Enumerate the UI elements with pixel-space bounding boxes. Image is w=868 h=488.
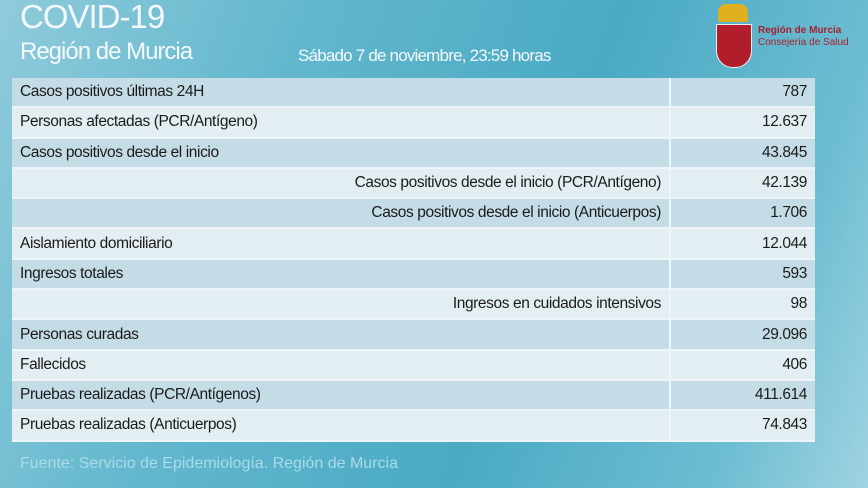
row-value: 12.637 <box>670 107 815 139</box>
table-row: Pruebas realizadas (Anticuerpos) 74.843 <box>12 410 815 442</box>
crown-icon <box>718 4 748 22</box>
table-row: Pruebas realizadas (PCR/Antígenos) 411.61… <box>12 379 815 412</box>
row-label: Fallecidos <box>12 349 671 381</box>
table-row: Aislamiento domiciliario 12.044 <box>12 228 815 260</box>
row-label: Casos positivos últimas 24H <box>12 78 671 109</box>
table-row: Casos positivos desde el inicio 43.845 <box>12 137 815 169</box>
row-value: 593 <box>670 258 815 291</box>
row-value: 406 <box>670 349 815 381</box>
table-row: Personas curadas 29.096 <box>12 319 815 351</box>
row-label: Casos positivos desde el inicio (PCR/Ant… <box>12 167 671 200</box>
table-row: Fallecidos 406 <box>12 349 815 381</box>
coat-of-arms-icon <box>716 24 752 68</box>
row-value: 1.706 <box>670 198 815 230</box>
row-value: 411.614 <box>670 379 815 412</box>
stats-table: Casos positivos últimas 24H 787 Personas … <box>12 78 815 442</box>
row-value: 43.845 <box>670 137 815 169</box>
row-label: Aislamiento domiciliario <box>12 228 671 260</box>
row-label: Ingresos totales <box>12 258 671 291</box>
logo-subtext: Consejería de Salud <box>758 37 849 48</box>
row-label: Personas curadas <box>12 319 671 351</box>
region-logo: Región de Murcia Consejería de Salud <box>714 2 854 70</box>
row-label: Ingresos en cuidados intensivos <box>12 289 671 321</box>
row-label: Pruebas realizadas (PCR/Antígenos) <box>12 379 671 412</box>
table-row: Casos positivos últimas 24H 787 <box>12 78 815 109</box>
row-value: 787 <box>670 78 815 109</box>
region-subtitle: Región de Murcia <box>20 38 193 65</box>
row-value: 98 <box>670 289 815 321</box>
page-title: COVID-19 <box>20 0 165 35</box>
source-note: Fuente: Servicio de Epidemiología. Regió… <box>20 455 398 472</box>
row-value: 42.139 <box>670 167 815 200</box>
logo-text: Región de Murcia <box>758 25 842 36</box>
row-label: Casos positivos desde el inicio <box>12 137 671 169</box>
report-date: Sábado 7 de noviembre, 23:59 horas <box>298 46 551 65</box>
table-row: Personas afectadas (PCR/Antígeno) 12.637 <box>12 107 815 139</box>
row-value: 74.843 <box>670 410 815 442</box>
row-label: Pruebas realizadas (Anticuerpos) <box>12 410 671 442</box>
table-row: Ingresos en cuidados intensivos 98 <box>12 289 815 321</box>
table-row: Casos positivos desde el inicio (PCR/Ant… <box>12 167 815 200</box>
table-row: Ingresos totales 593 <box>12 258 815 291</box>
row-value: 12.044 <box>670 228 815 260</box>
row-label: Personas afectadas (PCR/Antígeno) <box>12 107 671 139</box>
row-label: Casos positivos desde el inicio (Anticue… <box>12 198 671 230</box>
row-value: 29.096 <box>670 319 815 351</box>
table-row: Casos positivos desde el inicio (Anticue… <box>12 198 815 230</box>
